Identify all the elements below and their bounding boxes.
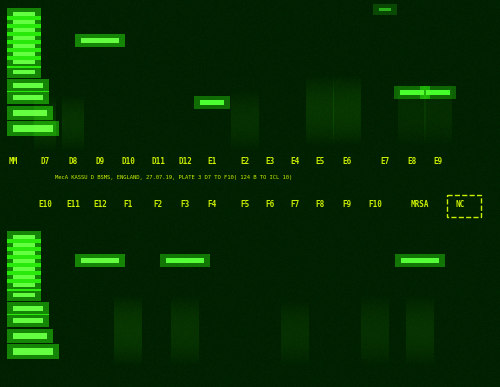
Text: D10: D10 — [121, 157, 135, 166]
Bar — [447, 195, 481, 217]
Text: E6: E6 — [342, 157, 351, 166]
Text: F5: F5 — [240, 200, 250, 209]
Text: E11: E11 — [66, 200, 80, 209]
Text: D7: D7 — [40, 157, 50, 166]
Text: F3: F3 — [180, 200, 190, 209]
Text: D11: D11 — [151, 157, 165, 166]
Text: F2: F2 — [154, 200, 162, 209]
Text: MM: MM — [8, 157, 18, 166]
Text: E8: E8 — [408, 157, 416, 166]
Text: MecA KASSU D BSMS, ENGLAND, 27.07.19, PLATE 3 D7 TO F10( 124 B TO ICL 10): MecA KASSU D BSMS, ENGLAND, 27.07.19, PL… — [55, 175, 292, 180]
Text: E10: E10 — [38, 200, 52, 209]
Text: E1: E1 — [208, 157, 216, 166]
Text: D12: D12 — [178, 157, 192, 166]
Text: D8: D8 — [68, 157, 78, 166]
Text: MRSA: MRSA — [411, 200, 429, 209]
Text: F1: F1 — [124, 200, 132, 209]
Text: E5: E5 — [316, 157, 324, 166]
Text: D9: D9 — [96, 157, 104, 166]
Text: E2: E2 — [240, 157, 250, 166]
Text: F10: F10 — [368, 200, 382, 209]
Text: E4: E4 — [290, 157, 300, 166]
Text: E9: E9 — [434, 157, 442, 166]
Text: E3: E3 — [266, 157, 274, 166]
Text: F9: F9 — [342, 200, 351, 209]
Text: E7: E7 — [380, 157, 390, 166]
Text: NC: NC — [456, 200, 464, 209]
Text: F8: F8 — [316, 200, 324, 209]
Text: F4: F4 — [208, 200, 216, 209]
Text: E12: E12 — [93, 200, 107, 209]
Text: F6: F6 — [266, 200, 274, 209]
Text: F7: F7 — [290, 200, 300, 209]
